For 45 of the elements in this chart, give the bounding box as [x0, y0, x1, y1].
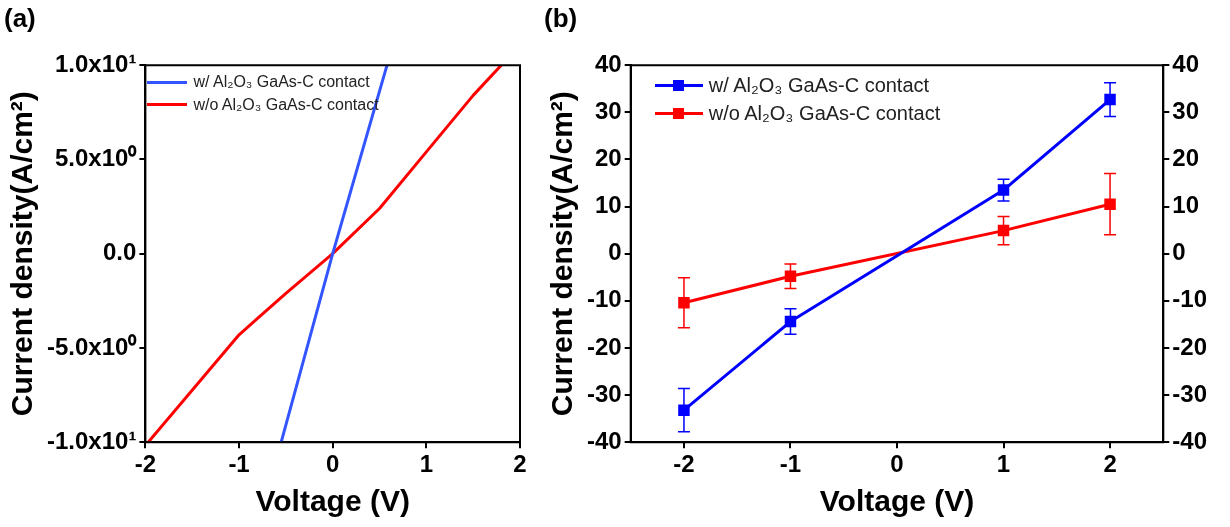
y-tick-label: 0 [608, 238, 622, 266]
x-tick-label: -1 [228, 450, 250, 478]
y-tick-label: 0.0 [103, 238, 137, 266]
x-tick-label: -2 [134, 450, 157, 478]
y2-tick-label: 0 [1172, 238, 1186, 266]
y-tick-label: 40 [594, 49, 622, 77]
y-tick-label: -1.0x10¹ [47, 426, 137, 454]
x-tick-label: 1 [419, 450, 434, 478]
x-tick-label: -1 [779, 450, 802, 478]
y-tick-label: -30 [587, 379, 622, 407]
y-tick-label: 10 [594, 191, 622, 219]
y-tick-label: -10 [587, 285, 622, 313]
legend-label: w/o Al₂O₃ GaAs-C contact [708, 101, 941, 127]
x-tick-label: 0 [326, 450, 340, 478]
y-tick-label: -40 [587, 426, 622, 454]
y2-tick-label: 20 [1172, 144, 1200, 172]
x-tick-label: 2 [513, 450, 527, 478]
y-axis-title: Current density(A/cm²) [545, 91, 579, 417]
y2-tick-label: 10 [1172, 191, 1200, 219]
x-tick-label: 0 [890, 450, 904, 478]
x-tick-label: -2 [673, 450, 695, 478]
y2-tick-label: -10 [1172, 285, 1207, 313]
y-tick-label: -5.0x10⁰ [46, 332, 138, 360]
point [997, 184, 1010, 196]
y-tick-label: 5.0x10⁰ [54, 144, 138, 172]
y-axis-title: Current density(A/cm²) [5, 91, 39, 417]
chart-title: (a) [4, 2, 36, 33]
y-tick-label: 20 [594, 144, 622, 172]
y-tick-label: 30 [594, 96, 622, 124]
y2-tick-label: -20 [1172, 332, 1207, 360]
y2-tick-label: -30 [1172, 379, 1207, 407]
point [1104, 198, 1116, 210]
chart-title: (b) [544, 2, 578, 33]
legend-label: w/ Al₂O₃ GaAs-C contact [708, 73, 930, 99]
x-axis-title: Voltage (V) [255, 484, 410, 518]
y-tick-label: 1.0x10¹ [54, 49, 137, 77]
point [678, 404, 690, 416]
y2-tick-label: 30 [1172, 96, 1200, 124]
x-axis-title: Voltage (V) [819, 484, 975, 518]
y2-tick-label: -40 [1172, 426, 1207, 454]
y-tick-label: -20 [587, 332, 622, 360]
x-tick-label: 1 [996, 450, 1011, 478]
y2-tick-label: 40 [1172, 49, 1200, 77]
legend-label: w/ Al₂O₃ GaAs-C contact [193, 72, 370, 93]
x-tick-label: 2 [1103, 450, 1117, 478]
